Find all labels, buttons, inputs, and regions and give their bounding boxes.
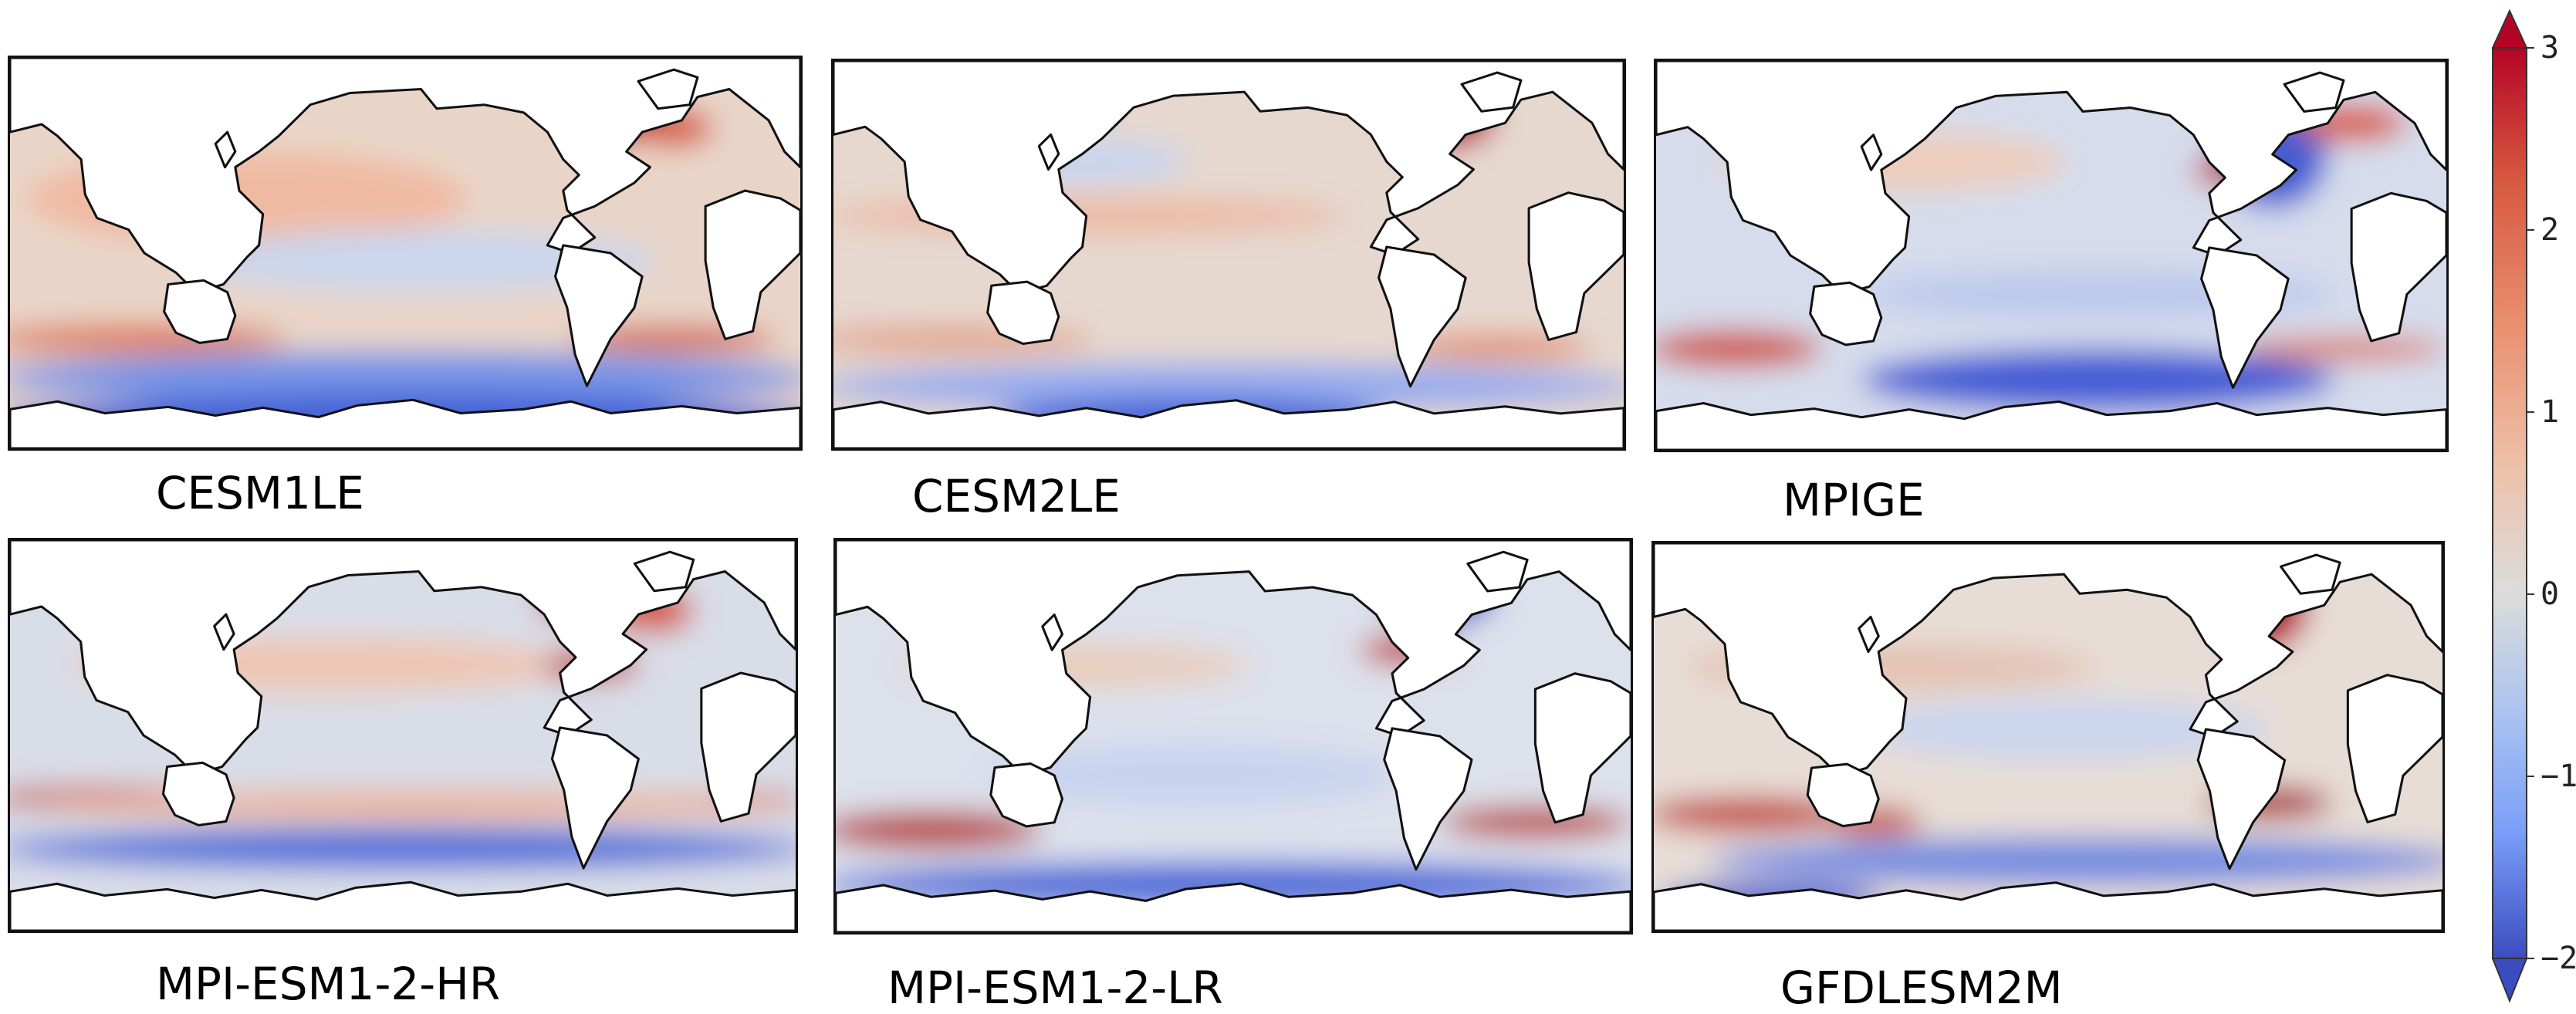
- map-panel-mpi-esm1-2-hr: [8, 538, 798, 933]
- panel-label-mpi-esm1-2-hr: MPI-ESM1-2-HR: [156, 958, 501, 1010]
- map-panel-mpige: [1654, 59, 2449, 452]
- map-mpige: [1656, 61, 2446, 450]
- continents: [833, 61, 1624, 448]
- map-panel-cesm2le: [831, 59, 1626, 451]
- map-mpi-esm1-2-hr: [10, 540, 796, 931]
- map-cesm2le: [833, 61, 1624, 448]
- panel-label-cesm2le: CESM2LE: [912, 470, 1121, 522]
- colorbar: 3 2 1 0 −1 −2: [2470, 8, 2576, 1005]
- colorbar-tick-label: 1: [2541, 394, 2560, 430]
- continents: [1656, 61, 2446, 450]
- continents: [1654, 543, 2442, 931]
- colorbar-tick-label: 2: [2541, 212, 2560, 248]
- map-gfdlesm2m: [1654, 543, 2442, 931]
- colorbar-gradient: [2492, 47, 2527, 959]
- colorbar-max-extend: [2491, 8, 2528, 49]
- panel-label-cesm1le: CESM1LE: [156, 467, 364, 519]
- colorbar-tick-label: −2: [2541, 941, 2576, 976]
- map-mpi-esm1-2-lr: [836, 540, 1631, 932]
- map-panel-gfdlesm2m: [1651, 541, 2445, 933]
- panel-label-gfdlesm2m: GFDLESM2M: [1780, 962, 2063, 1014]
- colorbar-min-extend: [2491, 958, 2528, 1003]
- map-panel-cesm1le: [8, 56, 803, 451]
- continents: [10, 540, 796, 931]
- colorbar-tick-label: −1: [2541, 759, 2576, 794]
- colorbar-tick-label: 3: [2541, 30, 2560, 66]
- colorbar-scale: [2491, 8, 2534, 1003]
- continents: [836, 540, 1631, 932]
- colorbar-tick-label: 0: [2541, 576, 2560, 612]
- map-panel-mpi-esm1-2-lr: [833, 538, 1633, 935]
- map-cesm1le: [10, 58, 800, 448]
- continents: [10, 58, 800, 448]
- panel-label-mpige: MPIGE: [1783, 474, 1925, 526]
- panel-label-mpi-esm1-2-lr: MPI-ESM1-2-LR: [887, 962, 1223, 1014]
